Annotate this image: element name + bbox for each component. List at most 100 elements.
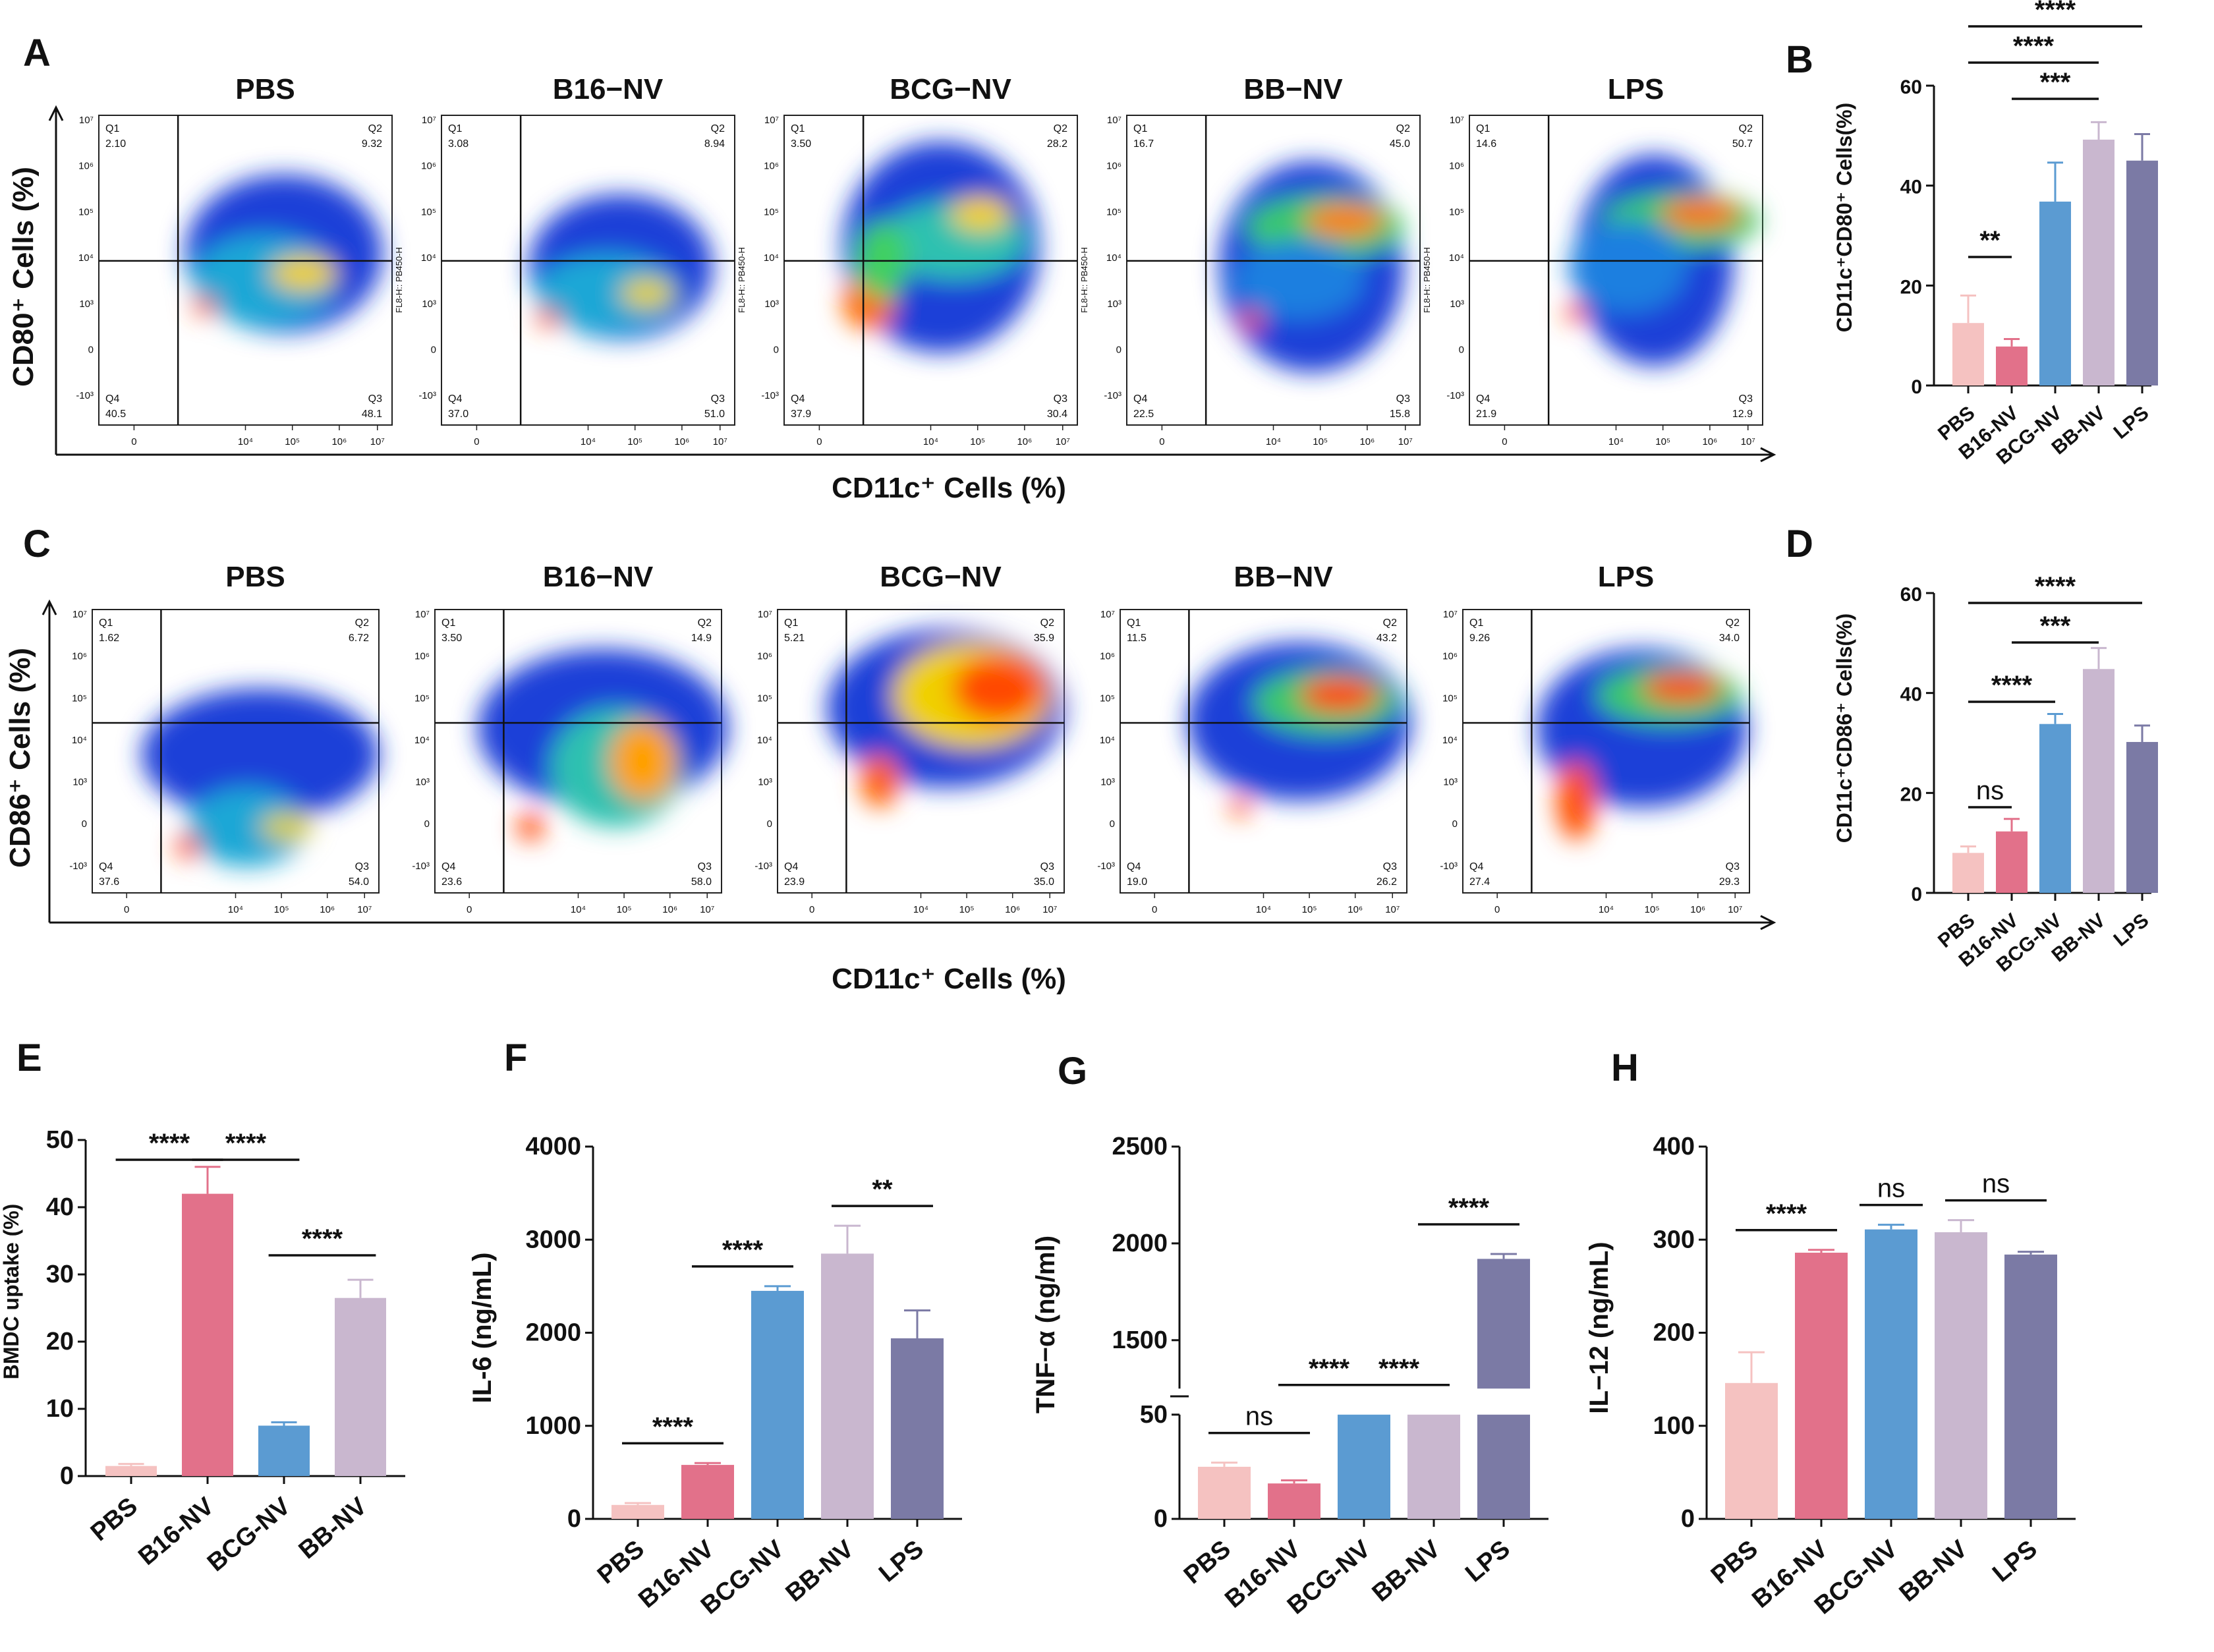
flow-x-tick: 10⁴	[571, 904, 586, 915]
flow-x-tick: 10⁵	[1645, 904, 1660, 915]
flow-x-tick: 10⁷	[1385, 904, 1400, 915]
y-tick-label: 300	[1653, 1226, 1695, 1253]
flow-y-tick: 10³	[1450, 299, 1464, 310]
x-tick-label: LPS	[2110, 402, 2153, 443]
y-tick-label: 400	[1653, 1133, 1695, 1160]
flow-x-tick: 10⁴	[1266, 436, 1281, 447]
quadrant-q4-label: Q4	[1469, 861, 1483, 872]
flow-y-tick: 10³	[79, 299, 94, 310]
flow-plot-title: BCG−NV	[890, 73, 1011, 105]
significance-label: ****	[2035, 572, 2076, 601]
flow-plot-1: PBS Q1 1.62 Q2 6.72 Q4 37.6 Q3 54.0 10⁷ 10⁶ 10⁵ 10⁴ 1…	[69, 561, 380, 915]
density-hotspot-3	[1556, 761, 1596, 840]
y-axis-title: IL-6 (ng/mL)	[468, 1253, 497, 1404]
flow-x-tick: 0	[1159, 436, 1164, 447]
density-cloud	[528, 194, 713, 339]
y-tick-label: 0	[1681, 1505, 1695, 1533]
quadrant-q1-label: Q1	[441, 617, 455, 629]
quadrant-q2-label: Q2	[1726, 617, 1740, 629]
quadrant-q3-value: 51.0	[704, 409, 725, 420]
bar-PBS	[1952, 853, 1984, 893]
y-axis-title: TNF−α (ng/ml)	[1031, 1236, 1060, 1413]
quadrant-q3-label: Q3	[355, 861, 369, 872]
flow-x-tick: 10⁵	[274, 904, 289, 915]
flow-x-tick: 0	[467, 904, 472, 915]
y-tick-label: 1000	[525, 1412, 581, 1440]
flow-x-tick: 10⁴	[228, 904, 243, 915]
flow-plot-5: LPS Q1 9.26 Q2 34.0 Q4 27.4 Q3 29.3 10⁷ 10⁶ 10⁵ 10⁴ 1…	[1440, 561, 1750, 915]
flow-x-tick: 10⁴	[1608, 436, 1624, 447]
flow-y-tick: 10⁶	[1442, 651, 1458, 662]
flow-y-tick: 10⁷	[415, 609, 430, 620]
flow-x-tick: 0	[124, 904, 129, 915]
significance-label: ****	[302, 1224, 343, 1253]
quadrant-q1-value: 14.6	[1476, 138, 1496, 150]
flow-x-tick: 10⁴	[1599, 904, 1614, 915]
quadrant-q3-label: Q3	[1054, 393, 1067, 405]
quadrant-q1-label: Q1	[448, 123, 462, 134]
flow-y-tick: 0	[1110, 818, 1115, 830]
panel-letter-E: E	[16, 1037, 42, 1079]
flow-x-tick: 10⁵	[970, 436, 985, 447]
quadrant-q2-value: 50.7	[1732, 138, 1753, 150]
significance-label: **	[872, 1175, 893, 1204]
quadrant-q2-value: 34.0	[1719, 633, 1740, 644]
significance-label: ns	[1976, 776, 2004, 805]
channel-label: FL8-H:: PB450-H	[737, 247, 747, 313]
flow-x-tick: 10⁷	[1042, 904, 1057, 915]
panel-letter-A: A	[23, 32, 51, 74]
density-cloud	[1219, 161, 1404, 372]
bar-panel-H: HIL−12 (ng/mL)0100200300400PBSB16-NVBCG-…	[1585, 1046, 2076, 1620]
flow-y-tick: 10³	[1100, 777, 1115, 788]
channel-label: FL8-H:: PB450-H	[1422, 247, 1432, 313]
y-tick-label: 3000	[525, 1226, 581, 1253]
flow-x-tick: 0	[809, 904, 814, 915]
flow-y-tick: 10⁵	[1442, 693, 1458, 704]
flow-y-tick: -10³	[1446, 390, 1464, 401]
flow-x-tick: 0	[474, 436, 479, 447]
quadrant-q4-label: Q4	[791, 393, 805, 405]
quadrant-q4-value: 22.5	[1133, 409, 1154, 420]
bar-BB-NV	[2083, 669, 2115, 893]
quadrant-q4-value: 37.6	[99, 876, 119, 888]
flow-y-tick: 10³	[422, 299, 436, 310]
bar-BCG-NV	[751, 1290, 804, 1519]
significance-label: ****	[1991, 671, 2033, 700]
density-cloud	[842, 142, 1040, 353]
density-hotspot-4	[1232, 241, 1365, 320]
flow-plot-title: PBS	[225, 561, 285, 593]
quadrant-q1-label: Q1	[784, 617, 798, 629]
density-hotspot-2	[621, 279, 673, 308]
quadrant-q2-label: Q2	[698, 617, 712, 629]
bar-BCG-NV	[1338, 1414, 1390, 1519]
flow-y-tick: 10⁴	[421, 252, 436, 264]
flow-x-tick: 10⁶	[1017, 436, 1032, 447]
channel-label: FL8-H:: PB450-H	[1079, 247, 1089, 313]
flow-x-tick: 0	[1152, 904, 1157, 915]
density-hotspot-3	[536, 309, 560, 328]
bar-BCG-NV	[2039, 201, 2071, 385]
flow-y-tick: 10⁵	[757, 693, 772, 704]
density-hotspot-2	[1305, 205, 1384, 237]
bar-BB-NV	[1935, 1232, 1987, 1519]
flow-y-tick: -10³	[754, 861, 772, 872]
quadrant-q3-label: Q3	[1739, 393, 1753, 405]
y-tick-label: 2000	[525, 1319, 581, 1347]
density-hotspot-2	[1660, 200, 1740, 229]
flow-x-tick: 0	[1502, 436, 1507, 447]
flow-x-tick: 10⁶	[1702, 436, 1717, 447]
quadrant-q1-value: 3.50	[791, 138, 811, 150]
flow-y-tick: 10⁶	[757, 651, 772, 662]
bar-LPS	[2126, 741, 2158, 893]
flow-x-tick: 10⁶	[331, 436, 347, 447]
bar-PBS	[611, 1504, 664, 1519]
panel-letter-D: D	[1786, 523, 1813, 565]
quadrant-q1-value: 1.62	[99, 633, 119, 644]
flow-y-tick: 10⁴	[1100, 735, 1115, 746]
significance-label: ****	[1378, 1354, 1420, 1383]
density-hotspot-2	[1642, 674, 1721, 703]
quadrant-q3-value: 29.3	[1719, 876, 1740, 888]
flow-x-tick: 10⁷	[700, 904, 714, 915]
